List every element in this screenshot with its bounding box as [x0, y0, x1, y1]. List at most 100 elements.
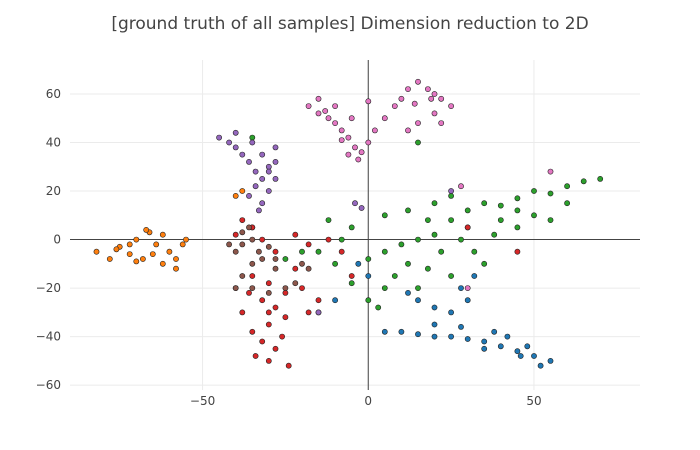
data-point [405, 289, 411, 296]
data-point [285, 362, 292, 369]
data-point [325, 217, 332, 223]
data-point [458, 183, 464, 190]
data-point [272, 345, 279, 352]
y-tick-label: 60 [46, 87, 61, 101]
data-point [491, 328, 498, 335]
data-point [166, 248, 173, 255]
data-point [315, 95, 322, 102]
data-point [448, 103, 454, 109]
data-point [431, 200, 438, 207]
data-point [249, 285, 256, 291]
data-point [517, 353, 524, 359]
data-point [232, 248, 239, 255]
data-point [448, 188, 454, 194]
data-point [448, 217, 454, 223]
data-point [348, 224, 355, 231]
y-tick-label: 20 [46, 184, 61, 198]
data-point [272, 304, 279, 311]
data-point [252, 168, 259, 175]
data-point [265, 168, 272, 175]
data-point [279, 333, 285, 340]
data-point [232, 285, 239, 291]
data-point [355, 260, 362, 267]
data-point [272, 144, 279, 151]
data-point [358, 149, 365, 156]
data-point [249, 260, 256, 267]
data-point [415, 236, 421, 243]
data-point [133, 236, 140, 243]
data-point [355, 156, 362, 163]
data-point [282, 285, 289, 291]
data-point [299, 260, 305, 267]
data-point [464, 224, 471, 231]
data-point [458, 323, 464, 330]
data-point [299, 248, 305, 255]
data-point [415, 139, 421, 146]
data-point [282, 289, 289, 296]
data-point [106, 256, 113, 262]
data-point [547, 357, 554, 364]
data-point [265, 289, 272, 296]
data-point [398, 95, 405, 102]
data-point [464, 207, 471, 214]
data-point [352, 200, 358, 207]
data-point [246, 158, 252, 165]
data-point [431, 333, 438, 340]
data-point [272, 265, 279, 272]
data-point [405, 260, 411, 267]
data-point [471, 248, 478, 255]
data-point [332, 120, 338, 126]
data-point [431, 321, 438, 328]
data-point [531, 212, 537, 219]
data-point [431, 231, 438, 238]
data-point [365, 98, 372, 105]
data-point [179, 241, 186, 248]
data-point [249, 236, 256, 243]
data-point [292, 280, 299, 287]
data-point [93, 248, 100, 255]
data-point [424, 217, 431, 223]
data-point [265, 309, 272, 316]
data-point [424, 86, 431, 92]
data-point [265, 163, 272, 170]
data-point [255, 207, 262, 214]
data-point [448, 192, 454, 199]
data-point [580, 178, 587, 185]
data-point [381, 328, 388, 335]
data-point [259, 175, 266, 182]
data-point [415, 331, 421, 338]
data-point [345, 134, 352, 141]
data-point [332, 260, 338, 267]
data-point [232, 192, 239, 199]
data-point [381, 285, 388, 291]
data-point [113, 246, 120, 253]
data-point [325, 236, 332, 243]
data-point [415, 120, 421, 126]
data-point [173, 256, 179, 262]
data-point [424, 265, 431, 272]
data-point [305, 265, 312, 272]
data-point [405, 207, 411, 214]
data-points [93, 78, 604, 369]
data-point [415, 78, 421, 85]
data-point [438, 120, 445, 126]
data-point [299, 285, 305, 291]
data-point [464, 285, 471, 291]
data-point [259, 200, 266, 207]
zero-lines [70, 60, 640, 390]
data-point [398, 328, 405, 335]
data-point [265, 188, 272, 194]
data-point [415, 297, 421, 304]
data-point [428, 95, 435, 102]
data-point [322, 108, 329, 114]
data-point [292, 231, 299, 238]
data-point [564, 183, 570, 190]
x-tick-labels: −50 0 50 [190, 394, 542, 408]
data-point [249, 139, 256, 146]
data-point [464, 297, 471, 304]
y-tick-label: −20 [36, 281, 61, 295]
y-tick-label: 0 [53, 233, 61, 247]
data-point [239, 309, 246, 316]
data-point [391, 103, 398, 109]
